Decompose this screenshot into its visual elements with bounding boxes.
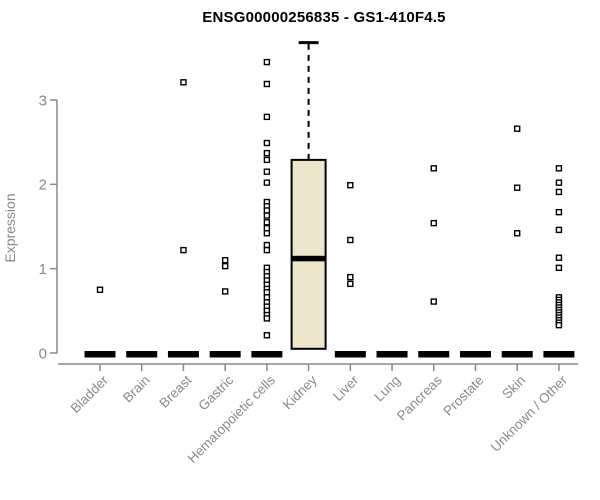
median-line — [291, 255, 326, 262]
x-tick-label: Lung — [371, 373, 403, 405]
collapsed-box-unknown-other — [543, 351, 575, 358]
outlier-point — [263, 294, 271, 301]
outlier-point — [263, 212, 271, 219]
y-tick-label: 1 — [39, 261, 47, 278]
collapsed-box-bladder — [84, 351, 116, 358]
x-tick-label: Unknown / Other — [488, 372, 571, 455]
outlier-point — [347, 236, 354, 244]
collapsed-box-breast — [167, 351, 199, 358]
collapsed-box-skin — [501, 351, 533, 358]
outlier-point — [263, 113, 271, 121]
box-kidney — [290, 158, 327, 350]
outlier-point — [555, 226, 563, 234]
outlier-point — [555, 208, 563, 216]
x-tick-label: Kidney — [280, 372, 320, 412]
outlier-point — [263, 207, 271, 214]
outlier-point — [555, 321, 563, 329]
outlier-point — [555, 179, 563, 186]
y-tick-label: 0 — [39, 345, 47, 362]
outlier-point — [514, 184, 521, 191]
x-tick-label: Skin — [499, 373, 528, 402]
outlier-point — [221, 288, 229, 295]
outlier-point — [96, 286, 104, 293]
x-tick-label: Prostate — [440, 373, 486, 419]
outlier-point — [555, 165, 563, 172]
outlier-point — [263, 156, 271, 164]
collapsed-box-prostate — [459, 351, 491, 358]
outlier-point — [514, 125, 521, 132]
outlier-point — [263, 139, 271, 147]
outlier-point — [263, 168, 271, 175]
x-tick-label: Breast — [156, 372, 194, 410]
y-tick-label: 2 — [39, 177, 47, 194]
outlier-point — [263, 230, 271, 237]
outlier-point — [263, 149, 271, 157]
outlier-point — [430, 219, 437, 227]
outlier-point — [221, 257, 229, 264]
outlier-point — [430, 165, 437, 172]
outlier-point — [263, 315, 271, 322]
outlier-point — [263, 219, 271, 226]
collapsed-box-hematopoietic-cells — [251, 351, 283, 358]
outlier-point — [514, 230, 521, 237]
collapsed-box-pancreas — [418, 351, 450, 358]
collapsed-box-gastric — [209, 351, 241, 358]
outlier-point — [263, 332, 271, 339]
outlier-point — [263, 58, 271, 66]
outlier-point — [430, 298, 437, 305]
outlier-point — [347, 273, 354, 281]
x-tick-label: Gastric — [195, 372, 236, 413]
outlier-point — [180, 79, 187, 86]
outlier-point — [263, 289, 271, 296]
outlier-point — [263, 224, 271, 232]
outlier-point — [263, 241, 271, 249]
outlier-point — [347, 280, 354, 288]
collapsed-box-liver — [334, 351, 366, 358]
x-tick-label: Pancreas — [394, 372, 445, 423]
outlier-point — [555, 254, 563, 261]
outlier-point — [347, 181, 354, 189]
chart-title: ENSG00000256835 - GS1-410F4.5 — [202, 9, 446, 26]
outlier-point — [263, 246, 271, 254]
outlier-point — [263, 179, 271, 186]
y-tick-label: 3 — [39, 92, 47, 109]
collapsed-box-lung — [376, 351, 408, 358]
x-tick-label: Liver — [330, 372, 362, 404]
outlier-point — [221, 262, 229, 270]
outlier-point — [180, 246, 187, 254]
outlier-point — [263, 80, 271, 88]
outlier-point — [555, 264, 563, 272]
outlier-point — [555, 188, 563, 196]
x-tick-label: Brain — [120, 373, 153, 406]
collapsed-box-brain — [126, 351, 158, 358]
x-tick-label: Bladder — [68, 372, 112, 416]
